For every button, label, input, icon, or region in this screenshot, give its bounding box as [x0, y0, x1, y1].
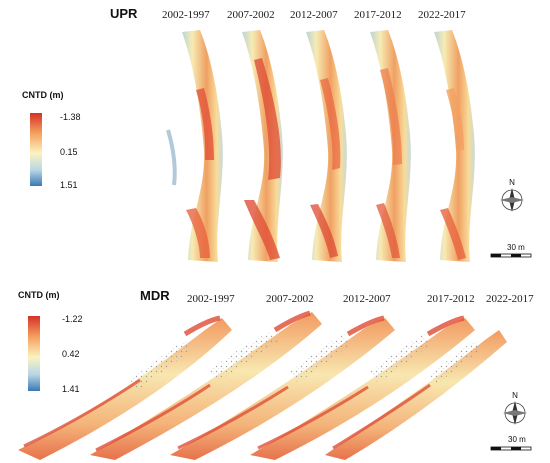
mdr-period-title: 2012-2007 — [343, 293, 391, 305]
mdr-period-title: 2007-2002 — [266, 293, 314, 305]
upr-colorbar-title: CNTD (m) — [22, 90, 64, 100]
upr-colorbar-ramp — [30, 113, 42, 186]
mdr-colorbar-ramp — [28, 316, 40, 391]
upr-colorbar-tick-min: 1.51 — [60, 180, 78, 190]
upr-period-title: 2002-1997 — [162, 9, 210, 21]
mdr-period-titles: 2002-1997 2007-2002 2012-2007 2017-2012 … — [187, 293, 534, 305]
upr-colorbar: CNTD (m) -1.38 0.15 1.51 — [22, 90, 81, 190]
upr-section-label: UPR — [110, 6, 138, 21]
mdr-map-2012-2007 — [170, 315, 395, 460]
mdr-map-2002-1997 — [18, 315, 232, 460]
upr-maps — [166, 30, 475, 262]
mdr-colorbar-tick-max: -1.22 — [62, 314, 83, 324]
upr-map-2022-2017 — [434, 30, 475, 262]
mdr-period-title: 2022-2017 — [486, 293, 534, 305]
upr-period-title: 2022-2017 — [418, 9, 466, 21]
mdr-colorbar-title: CNTD (m) — [18, 290, 60, 300]
mdr-scale-bar: 30 m — [490, 435, 532, 451]
mdr-north-arrow: N — [503, 391, 527, 425]
upr-scale-label: 30 m — [507, 243, 525, 252]
upr-map-2002-1997 — [166, 30, 223, 262]
mdr-colorbar-tick-mid: 0.42 — [62, 349, 80, 359]
upr-colorbar-tick-mid: 0.15 — [60, 147, 78, 157]
upr-period-title: 2012-2007 — [290, 9, 338, 21]
mdr-maps — [18, 310, 507, 460]
mdr-north-label: N — [512, 391, 518, 400]
mdr-period-title: 2002-1997 — [187, 293, 235, 305]
mdr-map-2022-2017 — [325, 330, 507, 460]
mdr-map-2007-2002 — [90, 310, 322, 460]
upr-map-2007-2002 — [242, 30, 283, 262]
mdr-period-title: 2017-2012 — [427, 293, 475, 305]
upr-period-title: 2017-2012 — [354, 9, 402, 21]
upr-map-2017-2012 — [370, 30, 411, 262]
mdr-colorbar-tick-min: 1.41 — [62, 384, 80, 394]
upr-map-2012-2007 — [306, 30, 347, 262]
upr-north-arrow: N — [500, 178, 524, 212]
mdr-scale-label: 30 m — [508, 435, 526, 444]
mdr-section-label: MDR — [140, 288, 170, 303]
upr-colorbar-tick-max: -1.38 — [60, 112, 81, 122]
upr-period-title: 2007-2002 — [227, 9, 275, 21]
mdr-colorbar: CNTD (m) -1.22 0.42 1.41 — [18, 290, 83, 394]
upr-period-titles: 2002-1997 2007-2002 2012-2007 2017-2012 … — [162, 9, 466, 21]
upr-north-label: N — [509, 178, 515, 187]
mdr-map-2017-2012 — [250, 315, 475, 460]
upr-scale-bar: 30 m — [490, 243, 532, 258]
